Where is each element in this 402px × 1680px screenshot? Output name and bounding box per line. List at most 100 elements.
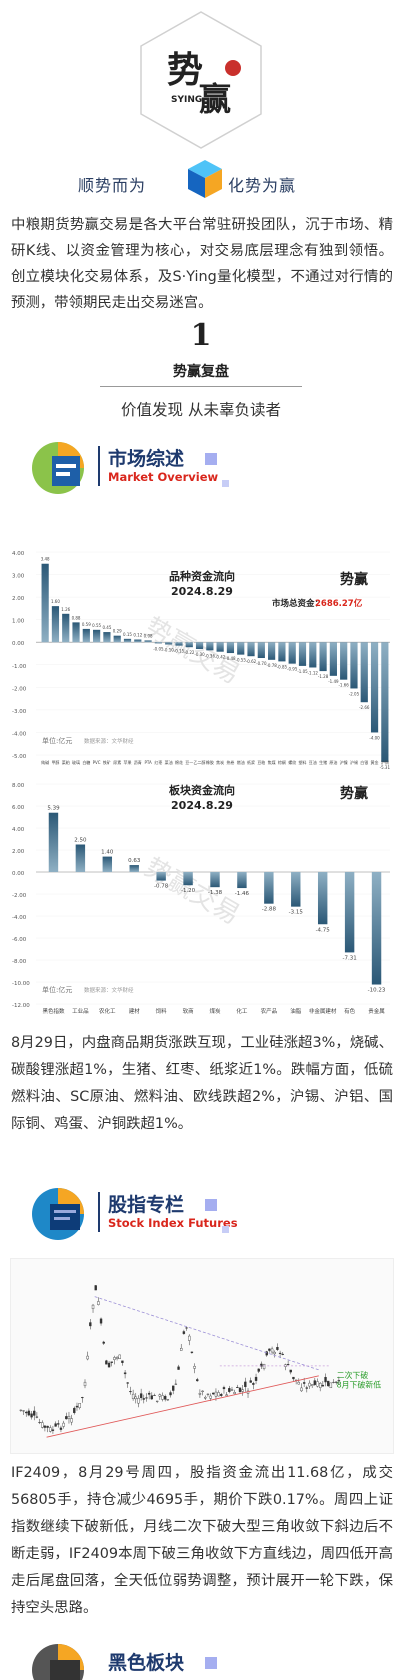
candle: [123, 1372, 127, 1375]
bar: [210, 872, 220, 888]
candle: [198, 1393, 202, 1395]
x-tick-label: 纯碱: [41, 759, 49, 765]
candle: [51, 1429, 55, 1431]
candle: [158, 1394, 162, 1397]
x-tick-label: 黄金: [371, 759, 379, 765]
data-label: -2.66: [359, 705, 370, 710]
candle: [73, 1407, 76, 1414]
x-tick-label: 菜粕: [62, 759, 70, 765]
candle: [244, 1381, 247, 1388]
data-label: -1.46: [235, 891, 250, 897]
candle: [174, 1383, 178, 1385]
candle: [137, 1398, 140, 1404]
sector-flow-chart: 8.00 6.00 4.00 2.00 0.00 -2.00 -4.00 -6.00 -8.00…: [10, 772, 394, 1024]
candle: [43, 1425, 47, 1428]
x-tick-label: 软商: [183, 1007, 195, 1015]
y-tick-label: -4.00: [12, 915, 27, 921]
candle: [321, 1384, 325, 1387]
data-label: 0.12: [133, 633, 142, 638]
bar: [75, 844, 86, 872]
x-tick-label: 豆粕: [257, 759, 265, 765]
candle: [273, 1351, 276, 1355]
candle: [150, 1395, 154, 1400]
candle: [286, 1364, 290, 1366]
bar: [268, 642, 276, 660]
decor-square: [205, 453, 217, 465]
bar: [175, 642, 183, 646]
section-bar: [98, 446, 100, 486]
bar: [41, 563, 49, 643]
candle: [230, 1389, 234, 1391]
candle: [147, 1392, 151, 1395]
candle: [78, 1403, 81, 1408]
data-label: -2.88: [262, 907, 277, 913]
x-tick-label: 油脂: [290, 1007, 302, 1015]
data-label: 0.59: [82, 622, 91, 627]
bar: [278, 642, 286, 662]
x-tick-label: 热卷: [226, 759, 234, 765]
data-label: -0.36: [205, 653, 216, 658]
candle: [185, 1327, 188, 1329]
bar: [371, 872, 382, 985]
candle: [217, 1392, 220, 1397]
candle: [33, 1410, 36, 1416]
x-tick-label: 建材: [129, 1007, 141, 1015]
data-label: 5.39: [47, 806, 60, 812]
divider: [100, 386, 302, 387]
data-label: -10.23: [368, 988, 386, 994]
unit-note: 单位:亿元: [42, 736, 72, 745]
candle: [38, 1421, 41, 1423]
data-label: -0.30: [194, 652, 205, 657]
x-tick-label: 有色: [344, 1007, 356, 1015]
bar: [165, 642, 173, 645]
candle: [233, 1392, 236, 1395]
data-label: 0.15: [123, 632, 132, 637]
candle: [206, 1393, 210, 1395]
data-label: 2.50: [74, 838, 87, 844]
x-tick-label: 塑料: [299, 759, 307, 765]
candle: [134, 1396, 137, 1400]
cube-icon: [188, 160, 222, 198]
logo-char-1: 势: [167, 49, 203, 91]
bar: [102, 856, 113, 872]
candle: [49, 1427, 52, 1432]
bar: [48, 812, 59, 872]
bar: [309, 642, 317, 668]
data-label: -1.49: [328, 679, 339, 684]
index-label-1: 二次下破: [337, 1370, 369, 1380]
x-tick-label: 煤炭: [209, 1007, 221, 1015]
bar: [350, 642, 358, 689]
slogan-left: 顺势而为: [78, 176, 147, 195]
bar: [216, 642, 224, 652]
candle: [260, 1363, 263, 1367]
bar: [93, 629, 101, 643]
data-label: 0.88: [72, 615, 81, 620]
candle: [126, 1382, 129, 1384]
candle: [201, 1390, 204, 1393]
x-tick-label: 农产品: [261, 1007, 278, 1015]
data-label: -0.78: [154, 884, 169, 890]
x-tick-label: 工业品: [72, 1007, 89, 1015]
y-tick-label: -6.00: [12, 937, 27, 943]
candle: [46, 1425, 49, 1428]
candle: [188, 1335, 191, 1341]
market-overview-title: 市场综述: [108, 448, 185, 470]
data-label: -0.70: [256, 661, 267, 666]
data-label: 3.48: [41, 557, 50, 562]
candle: [41, 1422, 44, 1428]
candle: [30, 1413, 33, 1418]
x-tick-label: 橡胶: [206, 759, 214, 765]
data-label: -0.95: [287, 667, 298, 672]
section-title: 势赢复盘: [173, 364, 229, 380]
candle: [27, 1410, 31, 1416]
y-tick-label: 2.00: [12, 849, 25, 855]
x-tick-label: 焦煤: [268, 759, 276, 765]
unit-note: 单位:亿元: [42, 985, 72, 994]
intro-text: 中粮期货势赢交易是各大平台常驻研投团队，沉于市场、精研K线、以资金管理为核心，对…: [11, 217, 393, 311]
stock-index-icon: [32, 1188, 84, 1240]
x-tick-label: 白银: [360, 759, 368, 765]
candle: [19, 1409, 23, 1411]
total-fund-label: 市场总资金：: [272, 598, 323, 609]
candle: [236, 1386, 239, 1388]
bar: [237, 872, 247, 889]
